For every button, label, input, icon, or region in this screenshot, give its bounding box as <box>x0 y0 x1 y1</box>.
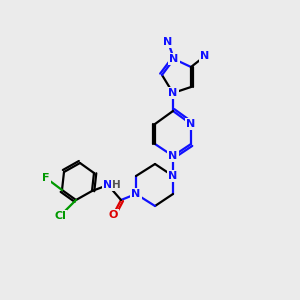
Text: N: N <box>164 37 172 47</box>
Text: N: N <box>169 54 178 64</box>
Text: F: F <box>42 173 50 183</box>
Text: N: N <box>168 88 178 98</box>
Text: Cl: Cl <box>54 211 66 221</box>
Text: O: O <box>108 210 118 220</box>
Text: N: N <box>103 180 112 190</box>
Text: N: N <box>186 119 196 129</box>
Text: N: N <box>200 51 210 61</box>
Text: N: N <box>103 180 112 190</box>
Text: N: N <box>168 171 178 181</box>
Text: H: H <box>112 180 120 190</box>
Text: N: N <box>168 151 178 161</box>
Text: N: N <box>131 189 141 199</box>
